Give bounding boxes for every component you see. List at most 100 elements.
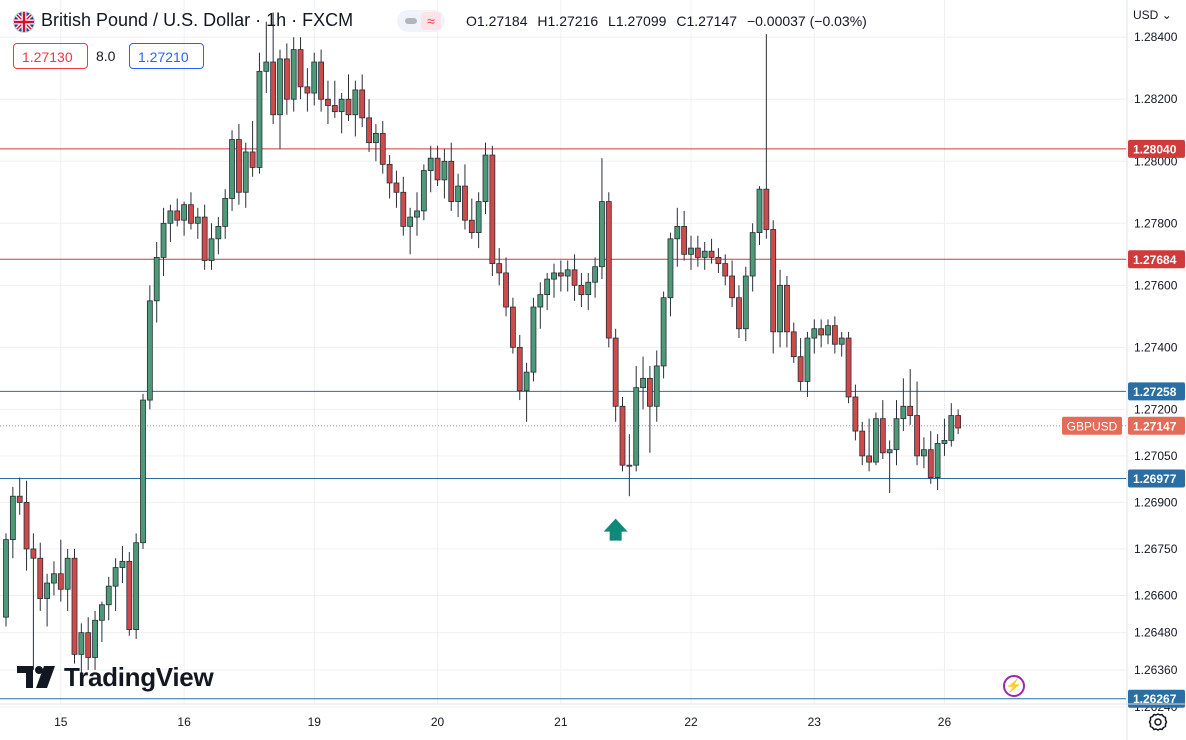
candle (804, 331, 811, 397)
candle-body (797, 356, 804, 382)
candle-body (133, 542, 140, 630)
buy-price-button[interactable]: 1.27210 (129, 43, 204, 69)
candle-body (229, 139, 235, 199)
candle-body (51, 573, 57, 584)
candle (640, 356, 646, 410)
candle (592, 257, 598, 298)
candle-body (482, 154, 489, 202)
candle (496, 248, 503, 286)
symbol-title[interactable]: British Pound / U.S. Dollar · 1h · FXCM (41, 10, 354, 30)
candle-body (557, 272, 564, 277)
candle-body (105, 585, 112, 606)
candle (222, 189, 229, 239)
support-price-label: 1.26977 (1133, 472, 1177, 486)
candle-body (701, 250, 708, 258)
time-axis[interactable]: 15 16 19 20 21 22 23 26 (0, 703, 1186, 729)
candle (619, 396, 626, 472)
symbol-tag (1062, 416, 1122, 435)
candle (742, 266, 749, 342)
candle (345, 74, 352, 121)
candle (585, 272, 592, 311)
candle-body (174, 210, 181, 221)
candle (660, 291, 667, 379)
gear-icon[interactable] (1148, 712, 1168, 732)
candle-body (57, 573, 64, 590)
candle-body (44, 582, 50, 599)
candle-body (592, 266, 598, 283)
candle (249, 120, 256, 177)
close-value: 1.27147 (686, 13, 738, 29)
candle-body (660, 297, 667, 367)
x-tick-label: 16 (177, 715, 191, 729)
candle-body (462, 185, 468, 221)
x-tick-label: 19 (308, 715, 322, 729)
candle (921, 437, 927, 469)
y-tick-label: 1.26750 (1134, 542, 1178, 556)
candle (708, 238, 715, 264)
candle-body (564, 269, 571, 277)
candle (927, 431, 934, 484)
candle-body (85, 632, 92, 658)
candle (900, 378, 907, 432)
x-tick-label: 26 (938, 715, 952, 729)
candle-body (9, 495, 16, 541)
candle (99, 601, 105, 642)
logo-text: TradingView (64, 662, 214, 692)
candle (331, 80, 338, 118)
candle-body (859, 430, 866, 457)
candle (551, 263, 557, 298)
candle-body (921, 449, 927, 457)
candle-body (900, 405, 907, 420)
support-price-tag (1128, 689, 1185, 708)
candle-body (927, 449, 934, 479)
candle-body (804, 337, 811, 382)
candle-body (866, 455, 872, 463)
support-price-tag (1128, 382, 1185, 401)
support-price-label: 1.26267 (1133, 692, 1177, 706)
y-tick-label: 1.28200 (1134, 92, 1178, 106)
candle-body (420, 170, 427, 212)
market-status-pill[interactable]: ≈ (397, 10, 445, 32)
candle (599, 158, 605, 280)
candle-body (509, 306, 516, 348)
candle-body (325, 98, 331, 106)
up-arrow-icon (603, 518, 628, 541)
candle-body (475, 201, 482, 233)
candle (448, 142, 455, 211)
candle-body (263, 61, 270, 72)
candle-body (770, 229, 777, 333)
y-tick-label: 1.26480 (1134, 626, 1178, 640)
candle-body (393, 182, 400, 193)
y-tick-label: 1.26600 (1134, 588, 1178, 602)
candle (934, 434, 941, 491)
grid-lines (0, 0, 1126, 708)
candle-body (530, 306, 537, 373)
open-value: 1.27184 (476, 13, 528, 29)
price-axis[interactable]: 1.284001.282001.280001.278001.276001.274… (1062, 0, 1186, 740)
candle (71, 548, 78, 664)
spread-value: 8.0 (96, 48, 116, 64)
candle (188, 192, 194, 230)
candle (208, 223, 215, 270)
candle (297, 37, 304, 100)
currency-selector[interactable]: USD ⌄ (1133, 8, 1172, 22)
status-dot-icon (405, 18, 417, 24)
candle (229, 130, 235, 211)
sell-price-button[interactable]: 1.27130 (13, 43, 88, 69)
candle (16, 477, 23, 515)
candle (571, 254, 578, 301)
candle-body (146, 300, 153, 401)
candle (681, 210, 688, 261)
candle-body (208, 238, 215, 261)
candle (688, 235, 694, 270)
candle-body (715, 257, 722, 265)
lightning-icon[interactable]: ⚡ (1003, 675, 1025, 697)
candle (907, 369, 914, 425)
candle (311, 52, 318, 106)
candle (372, 124, 379, 162)
candle (530, 297, 537, 382)
candle (386, 155, 393, 199)
candle-body (941, 439, 948, 444)
candle (352, 80, 359, 137)
